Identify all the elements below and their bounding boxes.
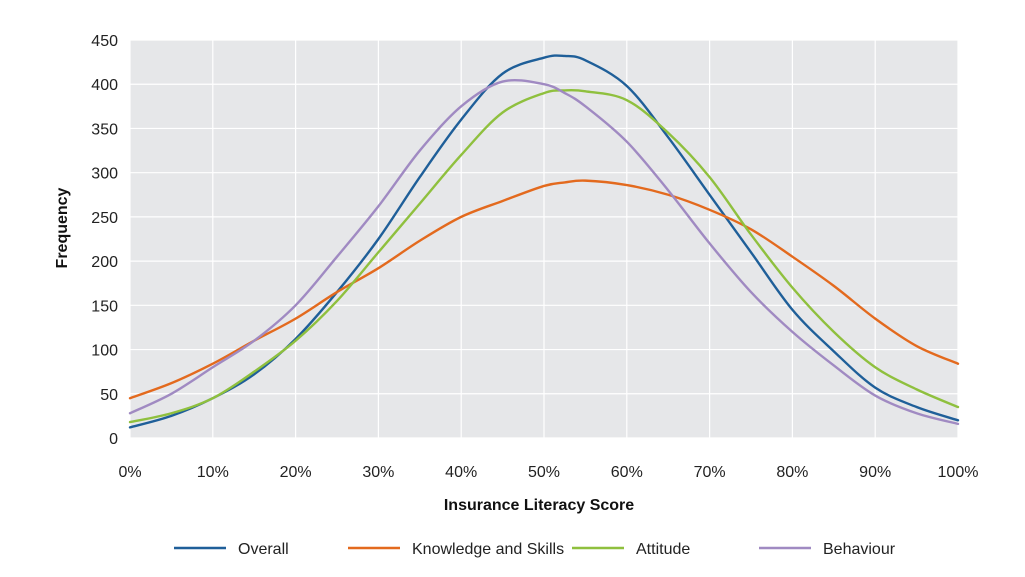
y-tick-label: 100 xyxy=(91,343,118,360)
x-tick-label: 40% xyxy=(445,464,477,481)
y-tick-label: 250 xyxy=(91,210,118,227)
x-tick-label: 50% xyxy=(528,464,560,481)
series-line-behaviour xyxy=(128,78,960,426)
y-tick-label: 0 xyxy=(109,431,118,448)
x-tick-label: 80% xyxy=(776,464,808,481)
series-lines xyxy=(128,54,960,429)
y-tick-label: 50 xyxy=(100,387,118,404)
x-tick-label: 30% xyxy=(362,464,394,481)
x-tick-label: 90% xyxy=(859,464,891,481)
x-axis-ticks: 0% 10% 20% 30% 40% 50% 60% 70% 80% 90% 100% xyxy=(118,464,978,481)
y-axis-ticks: 0 50 100 150 200 250 300 350 400 450 xyxy=(91,33,118,448)
gridlines xyxy=(129,39,959,439)
x-tick-label: 10% xyxy=(197,464,229,481)
legend-label-knowledge-and-skills: Knowledge and Skills xyxy=(412,541,564,558)
x-tick-label: 100% xyxy=(938,464,979,481)
y-tick-label: 350 xyxy=(91,121,118,138)
series-line-knowledge-and-skills xyxy=(128,179,960,400)
legend-label-attitude: Attitude xyxy=(636,541,690,558)
y-tick-label: 150 xyxy=(91,298,118,315)
y-tick-label: 400 xyxy=(91,77,118,94)
legend-label-overall: Overall xyxy=(238,541,289,558)
y-tick-label: 200 xyxy=(91,254,118,271)
legend: Overall Knowledge and Skills Attitude Behav… xyxy=(174,541,896,558)
legend-label-behaviour: Behaviour xyxy=(823,541,896,558)
x-tick-label: 0% xyxy=(118,464,141,481)
y-tick-label: 450 xyxy=(91,33,118,50)
y-tick-label: 300 xyxy=(91,166,118,183)
x-tick-label: 20% xyxy=(280,464,312,481)
x-axis-title: Insurance Literacy Score xyxy=(444,497,634,514)
x-tick-label: 70% xyxy=(694,464,726,481)
x-tick-label: 60% xyxy=(611,464,643,481)
y-axis-title: Frequency xyxy=(54,187,71,268)
